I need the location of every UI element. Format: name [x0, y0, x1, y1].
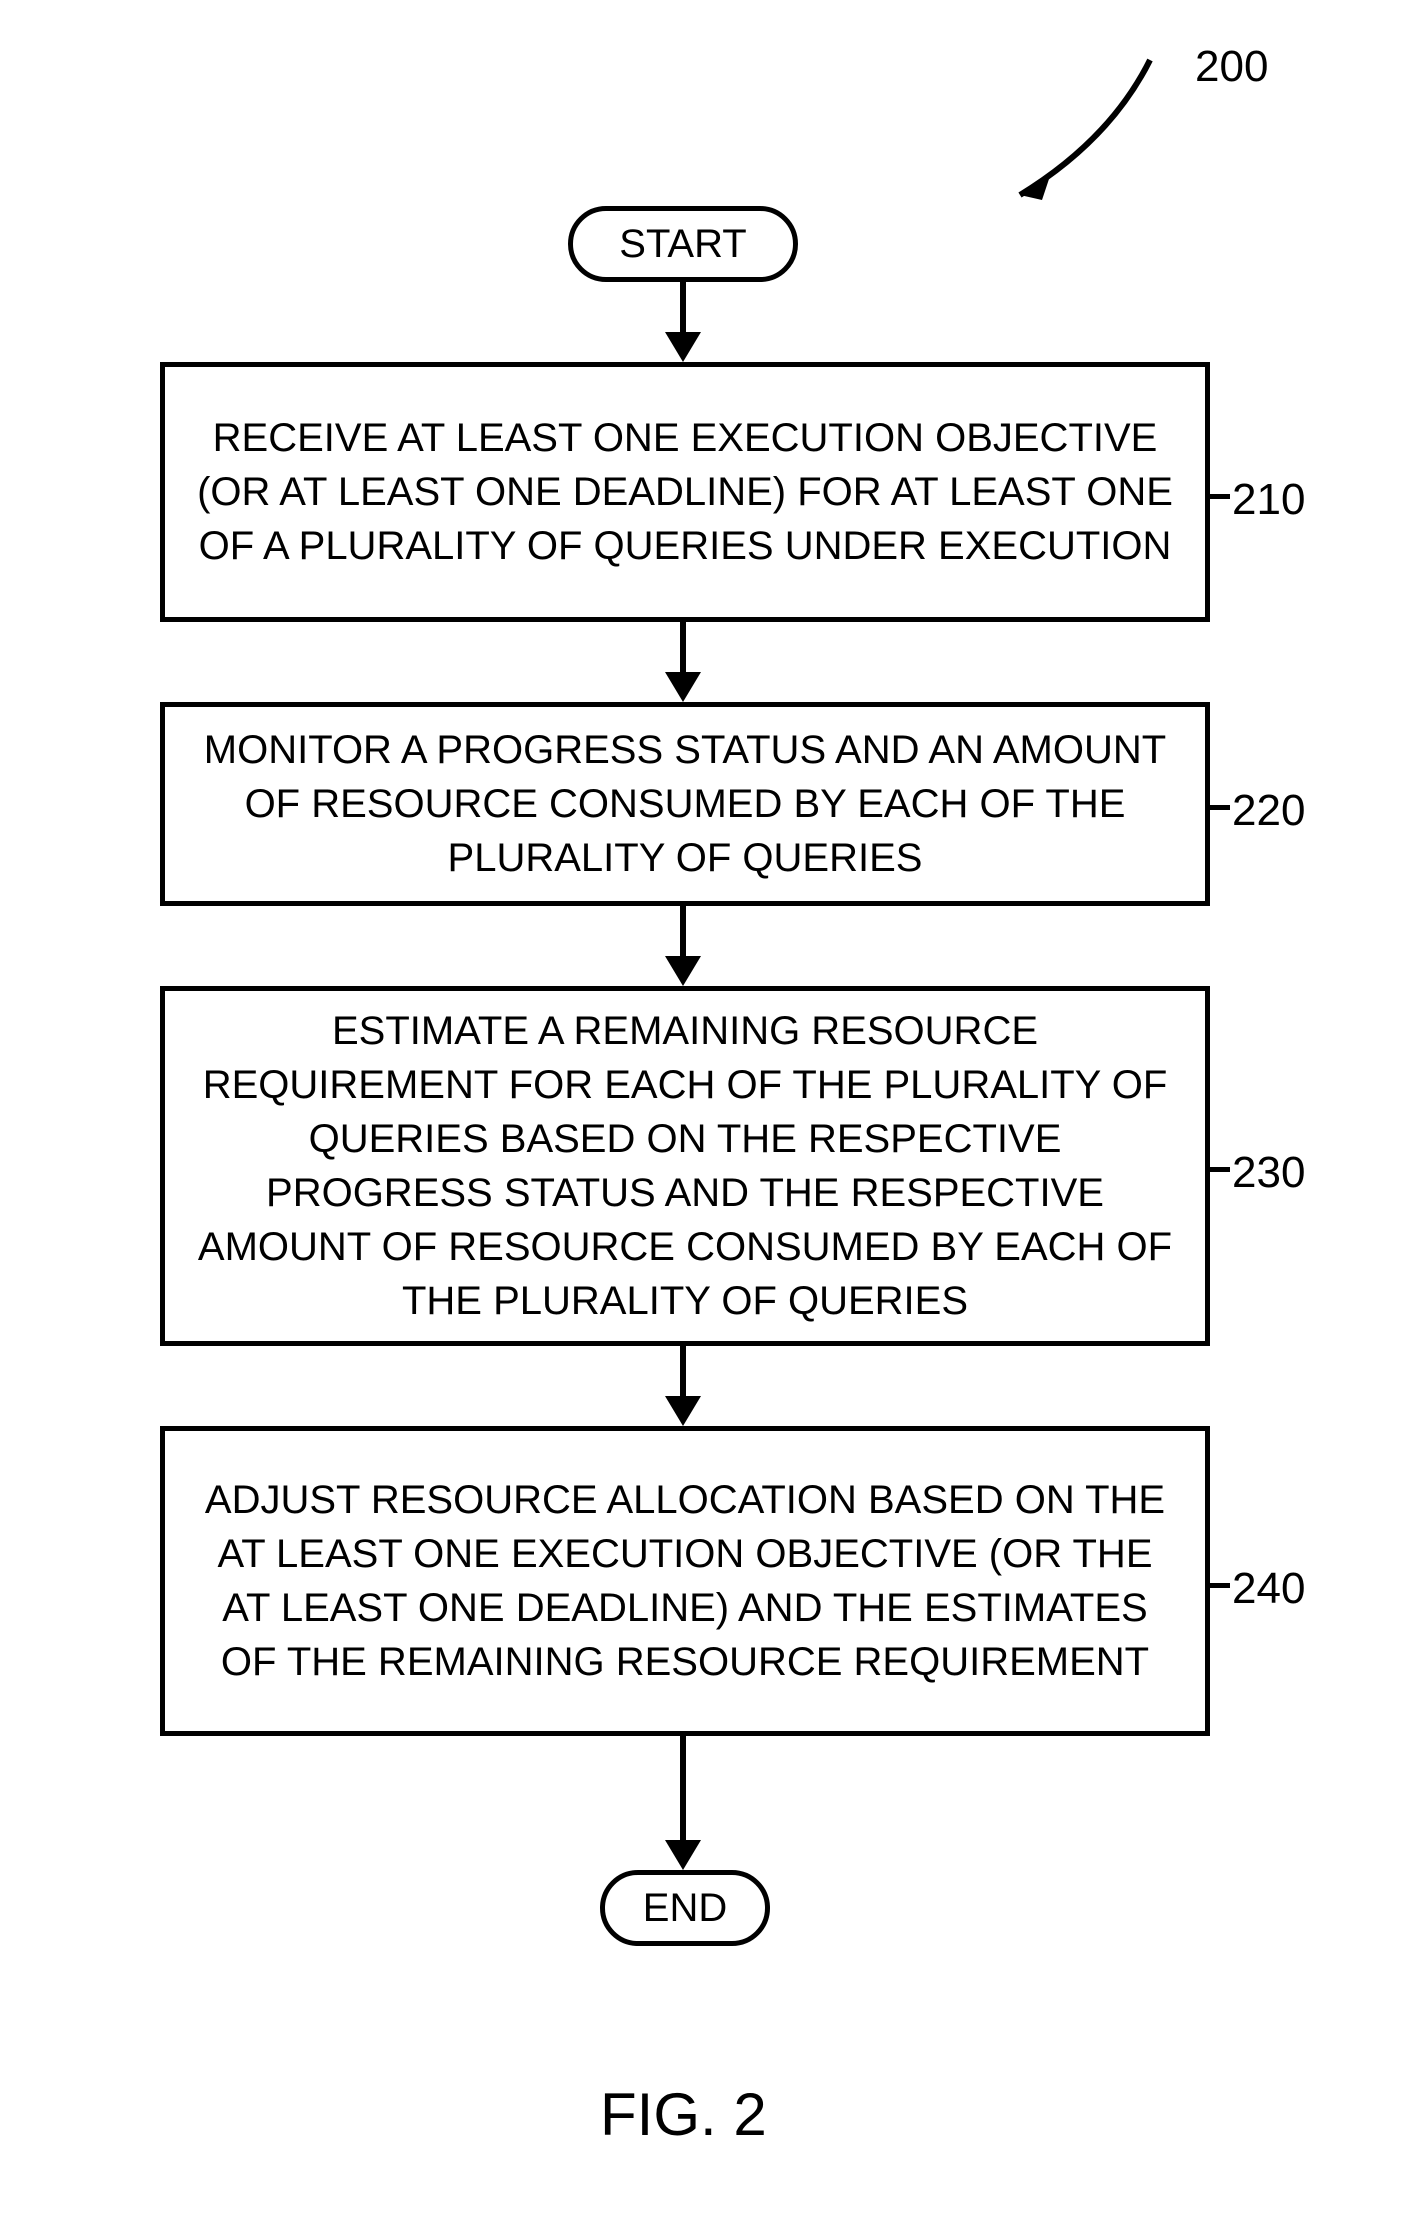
step-230-box: ESTIMATE A REMAINING RESOURCE REQUIREMEN…: [160, 986, 1210, 1346]
figure-ref-arrow: [960, 40, 1180, 220]
step-210-box: RECEIVE AT LEAST ONE EXECUTION OBJECTIVE…: [160, 362, 1210, 622]
step-220-box: MONITOR A PROGRESS STATUS AND AN AMOUNT …: [160, 702, 1210, 906]
arrow-head-2: [665, 672, 701, 702]
arrow-head-4: [665, 1396, 701, 1426]
step-210-tick: [1210, 494, 1230, 499]
step-210-ref: 210: [1232, 475, 1305, 525]
end-terminal: END: [600, 1870, 770, 1946]
figure-number-label: 200: [1195, 42, 1268, 92]
step-240-ref: 240: [1232, 1564, 1305, 1614]
figure-caption: FIG. 2: [600, 2080, 767, 2149]
step-210-text: RECEIVE AT LEAST ONE EXECUTION OBJECTIVE…: [195, 411, 1175, 573]
step-240-box: ADJUST RESOURCE ALLOCATION BASED ON THE …: [160, 1426, 1210, 1736]
end-label: END: [643, 1886, 727, 1931]
step-240-text: ADJUST RESOURCE ALLOCATION BASED ON THE …: [195, 1473, 1175, 1689]
step-220-tick: [1210, 805, 1230, 810]
connector-start-210: [680, 282, 686, 337]
start-label: START: [619, 222, 746, 267]
step-240-tick: [1210, 1583, 1230, 1588]
connector-220-230: [680, 906, 686, 961]
arrow-head-5: [665, 1840, 701, 1870]
connector-230-240: [680, 1346, 686, 1401]
flowchart-container: 200 START RECEIVE AT LEAST ONE EXECUTION…: [0, 0, 1420, 2226]
connector-240-end: [680, 1736, 686, 1846]
step-230-tick: [1210, 1167, 1230, 1172]
arrow-head-1: [665, 332, 701, 362]
connector-210-220: [680, 622, 686, 677]
step-230-ref: 230: [1232, 1148, 1305, 1198]
start-terminal: START: [568, 206, 798, 282]
step-220-ref: 220: [1232, 786, 1305, 836]
step-230-text: ESTIMATE A REMAINING RESOURCE REQUIREMEN…: [195, 1004, 1175, 1328]
step-220-text: MONITOR A PROGRESS STATUS AND AN AMOUNT …: [195, 723, 1175, 885]
arrow-head-3: [665, 956, 701, 986]
